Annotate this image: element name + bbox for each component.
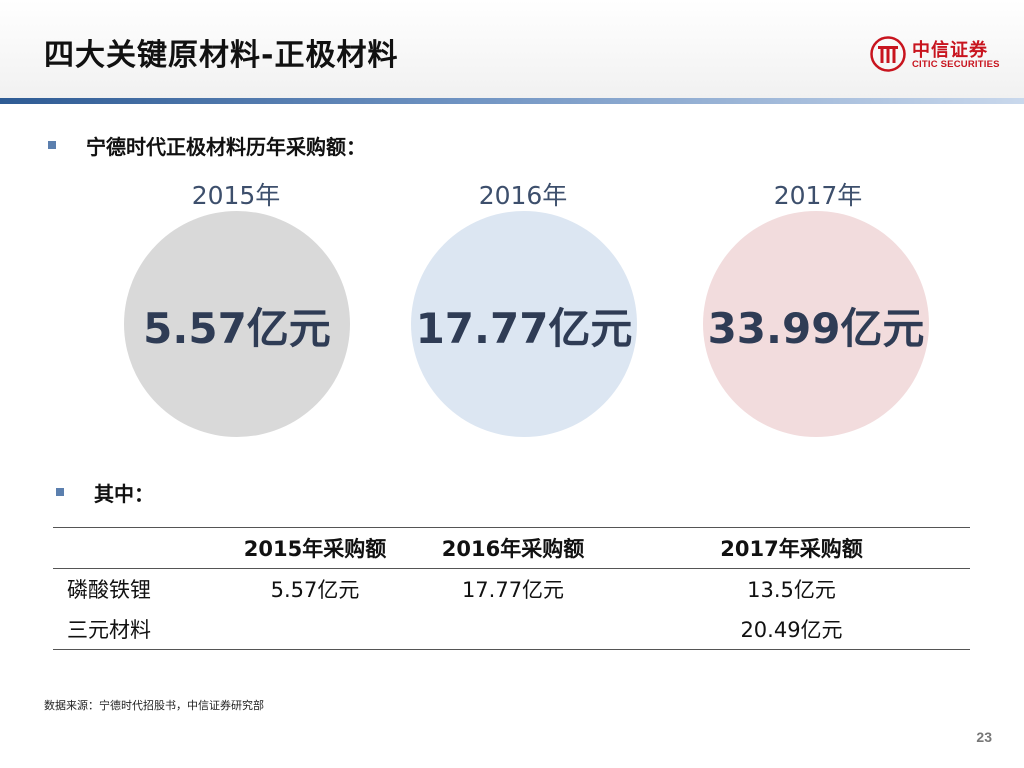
year-label-2016: 2016年 [478, 181, 568, 210]
table-cell: 5.57亿元 [270, 578, 360, 602]
table-header-cell: 2016年采购额 [413, 527, 613, 569]
bullet-square-icon [48, 141, 56, 149]
circle-2016 [411, 211, 637, 437]
table-cell: 17.77亿元 [461, 578, 565, 602]
table-cell [413, 609, 613, 650]
table-header-cell [53, 527, 217, 569]
circle-value-2016: 17.77亿元 [415, 304, 633, 353]
year-label-2017: 2017年 [773, 181, 863, 210]
page-number: 23 [976, 729, 992, 745]
slide-title: 四大关键原材料-正极材料 [44, 38, 399, 73]
section-heading-breakdown: 其中： [94, 482, 154, 506]
table-cell [217, 609, 413, 650]
table-header-cell: 2017年采购额 [613, 527, 970, 569]
circle-value-2015: 5.57亿元 [143, 304, 331, 353]
logo-chinese-name: 中信证券 [912, 40, 988, 61]
logo-english-name: CITIC SECURITIES [912, 59, 1000, 70]
circle-2015 [124, 211, 350, 437]
header-accent-bar [0, 98, 1024, 104]
table-cell: 磷酸铁锂 [67, 578, 151, 602]
table-header-row: 2015年采购额 2016年采购额 2017年采购额 [53, 527, 970, 569]
circle-value-2017: 33.99亿元 [707, 304, 925, 353]
circle-2017 [703, 211, 929, 437]
table-header-cell: 2015年采购额 [217, 527, 413, 569]
table-row: 磷酸铁锂 5.57亿元 17.77亿元 13.5亿元 [53, 569, 970, 610]
data-source-note: 数据来源：宁德时代招股书，中信证券研究部 [44, 699, 264, 712]
table-cell: 三元材料 [53, 609, 217, 650]
citic-emblem-icon [870, 36, 906, 72]
year-label-2015: 2015年 [191, 181, 281, 210]
section-heading-purchases: 宁德时代正极材料历年采购额： [86, 135, 366, 159]
citic-logo: 中信证券 CITIC SECURITIES [870, 36, 1005, 76]
table-cell: 13.5亿元 [747, 578, 836, 602]
table-row: 三元材料 20.49亿元 [53, 609, 970, 650]
breakdown-table: 2015年采购额 2016年采购额 2017年采购额 磷酸铁锂 5.57亿元 1… [53, 527, 970, 650]
table-cell: 20.49亿元 [613, 609, 970, 650]
bullet-square-icon [56, 488, 64, 496]
slide-header [0, 0, 1024, 98]
